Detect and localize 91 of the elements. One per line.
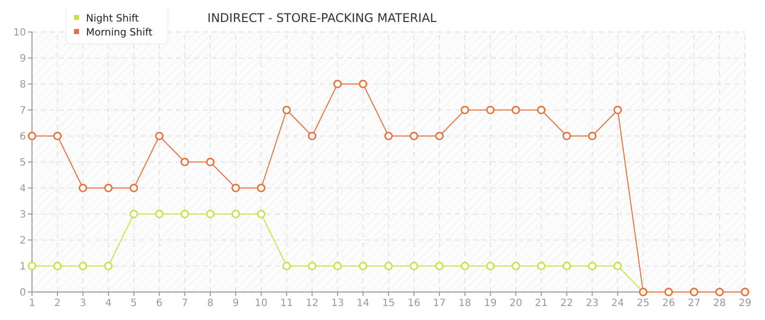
x-tick-label: 22 xyxy=(560,298,574,309)
y-tick-label: 6 xyxy=(20,132,26,142)
point xyxy=(53,132,62,140)
chart-title: INDIRECT - STORE-PACKING MATERIAL xyxy=(207,11,437,25)
point xyxy=(130,210,138,218)
point xyxy=(486,262,495,270)
point xyxy=(206,210,214,218)
point xyxy=(282,106,291,114)
x-tick-label: 26 xyxy=(662,298,675,309)
x-tick-label: 18 xyxy=(458,298,472,309)
x-tick-label: 28 xyxy=(713,298,726,309)
x-tick-label: 2 xyxy=(54,298,61,309)
point xyxy=(588,132,596,140)
point xyxy=(180,158,190,166)
x-tick-label: 8 xyxy=(207,298,214,309)
point xyxy=(613,262,622,270)
x-tick-label: 25 xyxy=(636,298,650,309)
point xyxy=(256,210,266,218)
point xyxy=(512,262,520,270)
x-tick-label: 13 xyxy=(331,298,344,309)
point xyxy=(308,262,316,270)
point xyxy=(78,262,88,270)
x-tick-label: 27 xyxy=(688,298,700,309)
y-tick-label: 2 xyxy=(20,236,26,246)
point xyxy=(104,184,113,192)
y-tick-label: 5 xyxy=(20,158,26,168)
x-tick-label: 23 xyxy=(586,298,599,309)
x-tick-label: 24 xyxy=(611,298,624,309)
point xyxy=(155,132,164,140)
x-tick-label: 21 xyxy=(534,298,548,309)
point xyxy=(231,210,240,218)
point xyxy=(53,262,62,270)
x-tick-label: 3 xyxy=(80,298,86,309)
point xyxy=(460,106,470,114)
x-tick-label: 14 xyxy=(356,298,370,309)
legend-label: Morning Shift xyxy=(86,28,152,38)
point xyxy=(562,132,571,140)
point xyxy=(410,132,418,140)
point xyxy=(78,184,88,192)
point xyxy=(231,184,240,192)
point xyxy=(384,262,393,270)
x-tick-label: 7 xyxy=(182,298,188,309)
point xyxy=(435,262,444,270)
x-tick-label: 15 xyxy=(382,298,395,309)
x-tick-label: 1 xyxy=(28,298,36,309)
point xyxy=(460,262,470,270)
x-tick-label: 4 xyxy=(105,298,112,309)
x-tick-label: 20 xyxy=(509,298,522,309)
point xyxy=(512,106,520,114)
point xyxy=(333,80,342,88)
point xyxy=(358,262,368,270)
point xyxy=(486,106,495,114)
y-tick-label: 8 xyxy=(20,80,26,90)
point xyxy=(308,132,316,140)
legend-label: Night Shift xyxy=(86,14,139,24)
y-tick-label: 7 xyxy=(20,106,26,116)
x-tick-label: 29 xyxy=(738,298,752,309)
point xyxy=(410,262,418,270)
point xyxy=(180,210,190,218)
point xyxy=(28,132,36,140)
point xyxy=(537,106,546,114)
point xyxy=(613,106,622,114)
y-tick-label: 9 xyxy=(20,54,26,64)
point xyxy=(206,158,214,166)
y-tick-label: 1 xyxy=(20,262,26,272)
y-tick-label: 3 xyxy=(20,210,26,220)
y-tick-label: 10 xyxy=(13,28,26,38)
point xyxy=(562,262,571,270)
point xyxy=(130,184,138,192)
point xyxy=(384,132,393,140)
x-tick-label: 9 xyxy=(232,298,239,309)
x-tick-label: 6 xyxy=(156,298,163,309)
y-tick-label: 0 xyxy=(20,288,26,298)
point xyxy=(537,262,546,270)
point xyxy=(104,262,113,270)
point xyxy=(28,262,36,270)
x-tick-label: 17 xyxy=(433,298,446,309)
point xyxy=(333,262,342,270)
x-tick-label: 12 xyxy=(306,298,318,309)
x-tick-label: 11 xyxy=(280,298,294,309)
x-tick-label: 10 xyxy=(254,298,268,309)
x-tick-label: 5 xyxy=(130,298,138,309)
point xyxy=(155,210,164,218)
point xyxy=(588,262,596,270)
x-tick-label: 16 xyxy=(408,298,420,309)
point xyxy=(435,132,444,140)
point xyxy=(282,262,291,270)
point xyxy=(256,184,266,192)
x-tick-label: 19 xyxy=(484,298,497,309)
point xyxy=(358,80,368,88)
y-tick-label: 4 xyxy=(20,184,26,194)
